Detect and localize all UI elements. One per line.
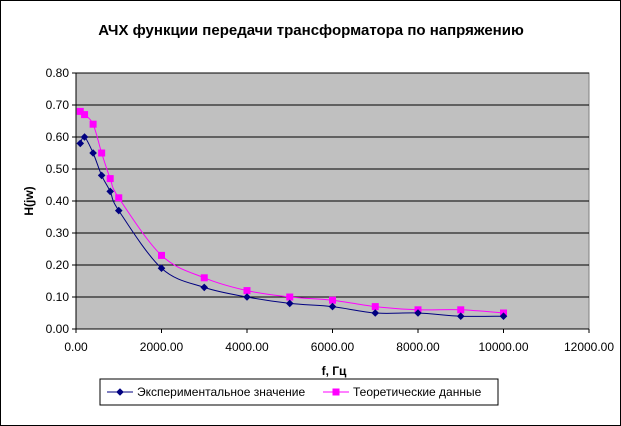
series-0-point-0	[76, 139, 85, 148]
series-1-point-2	[89, 120, 97, 128]
y-tick-label-6: 0.60	[46, 130, 70, 144]
series-0-point-12	[414, 309, 422, 317]
x-axis-label: f, Гц	[322, 364, 347, 378]
legend-label-experimental: Экспериментальное значение	[137, 385, 306, 399]
series-1-point-6	[158, 251, 165, 259]
series-1-point-0	[76, 107, 84, 115]
series-0-point-4	[106, 187, 114, 196]
series-0	[76, 133, 508, 320]
series-1-point-11	[371, 303, 379, 311]
series-1-point-4	[106, 175, 114, 183]
series-0-point-6	[157, 264, 166, 272]
y-tick-label-0: 0.00	[46, 322, 70, 336]
legend-marker-symbol-1	[332, 388, 340, 396]
legend: Экспериментальное значение Теоретические…	[99, 378, 499, 406]
x-tick-label-6: 12000.00	[564, 340, 614, 354]
x-tick-label-4: 8000.00	[396, 340, 440, 354]
series-0-point-7	[200, 283, 209, 292]
tick-labels: 0.00 0.10 0.20 0.30 0.40 0.50 0.60 0.70 0.80 0.00…	[46, 66, 615, 354]
series-0-point-11	[371, 309, 380, 317]
y-tick-label-1: 0.10	[46, 290, 70, 304]
y-tick-label-8: 0.80	[46, 66, 70, 80]
series-0-point-5	[114, 206, 123, 215]
y-axis-label: H(jw)	[22, 186, 36, 215]
series-1-point-13	[457, 306, 465, 314]
series-1-point-7	[200, 274, 208, 282]
series-layer	[76, 107, 508, 320]
series-1-point-9	[286, 293, 294, 301]
y-tick-label-2: 0.20	[46, 258, 70, 272]
series-1-point-5	[115, 194, 123, 202]
legend-marker-symbol-0	[116, 388, 124, 396]
x-tick-label-1: 2000.00	[140, 340, 184, 354]
series-0-point-3	[97, 171, 106, 180]
legend-marker-experimental	[116, 388, 124, 396]
y-tick-label-5: 0.50	[46, 162, 70, 176]
legend-marker-theoretical	[332, 388, 340, 396]
series-1-point-8	[243, 287, 251, 295]
series-0-point-10	[328, 302, 337, 311]
legend-label-theoretical: Теоретические данные	[353, 385, 482, 399]
x-tick-label-2: 4000.00	[225, 340, 269, 354]
x-tick-label-0: 0.00	[64, 340, 88, 354]
x-tick-label-5: 10000.00	[478, 340, 528, 354]
series-0-point-14	[499, 312, 508, 320]
x-tick-label-3: 6000.00	[311, 340, 355, 354]
series-1-point-10	[329, 296, 336, 304]
y-tick-label-4: 0.40	[46, 194, 70, 208]
series-0-point-13	[456, 312, 465, 320]
y-tick-label-7: 0.70	[46, 98, 70, 112]
series-1-point-3	[98, 149, 106, 157]
series-0-point-2	[89, 149, 97, 157]
series-1-point-1	[81, 111, 89, 119]
legend-box	[99, 378, 499, 406]
series-0-point-9	[285, 299, 294, 308]
series-0-point-1	[80, 133, 89, 141]
chart-title: АЧХ функции передачи трансформатора по н…	[98, 22, 524, 39]
y-tick-label-3: 0.30	[46, 226, 70, 240]
series-0-point-8	[243, 293, 251, 301]
